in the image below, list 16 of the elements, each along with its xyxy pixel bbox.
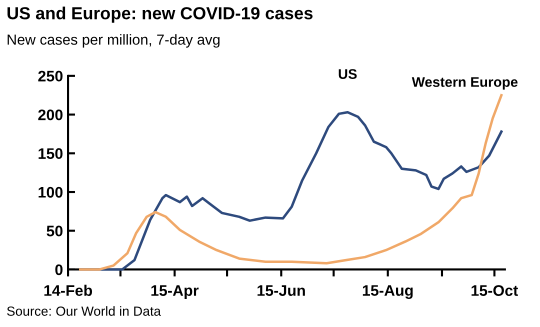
source-note: Source: Our World in Data <box>7 306 161 316</box>
x-tick-label: 14-Feb <box>44 284 92 296</box>
x-tick-label: 15-Oct <box>472 285 518 296</box>
x-tick-label: 15-Jun <box>258 285 305 296</box>
y-tick-label: 250 <box>38 70 63 82</box>
y-tick-label: 100 <box>38 186 63 198</box>
y-tick-label: 0 <box>55 264 63 276</box>
series-label: Western Europe <box>412 77 518 90</box>
x-tick-label: 15-Apr <box>151 285 199 299</box>
chart-subtitle: New cases per million, 7-day avg <box>8 34 220 48</box>
text: US <box>338 69 357 79</box>
chart-title: US and Europe: new COVID-19 cases <box>8 6 313 23</box>
y-tick-label: 200 <box>38 109 63 120</box>
y-tick-label: 150 <box>38 148 63 159</box>
y-tick-label: 50 <box>46 226 63 236</box>
x-tick-label: 15-Aug <box>362 285 413 299</box>
